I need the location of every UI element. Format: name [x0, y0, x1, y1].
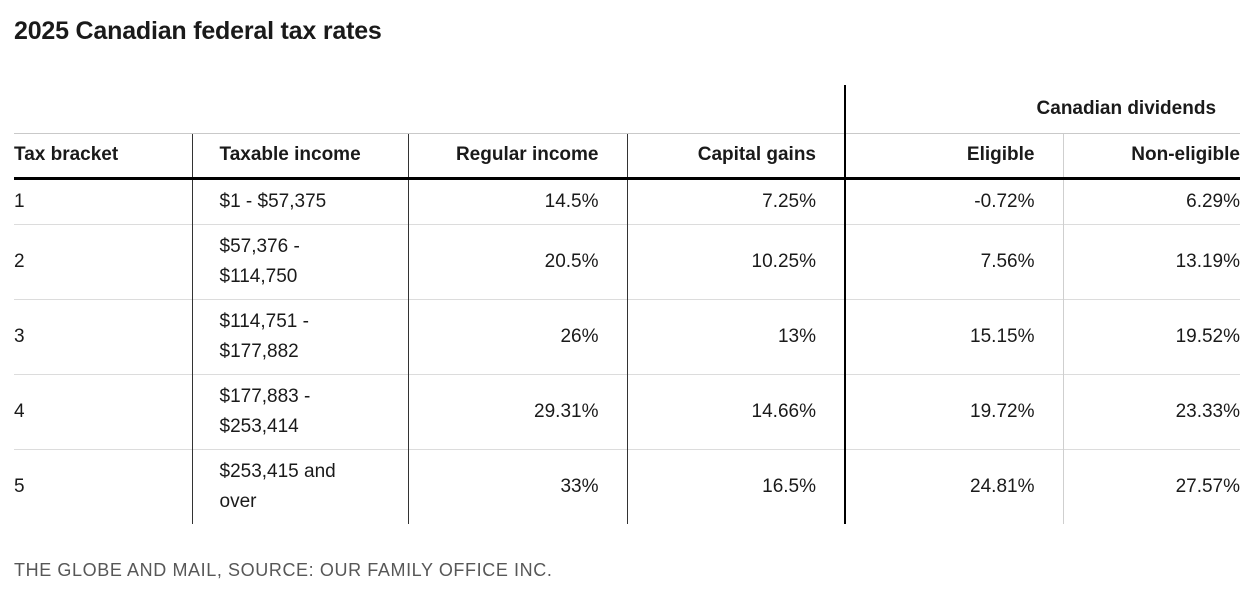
column-group-spacer — [14, 85, 845, 134]
source-attribution: THE GLOBE AND MAIL, SOURCE: OUR FAMILY O… — [14, 560, 553, 580]
cell-eligible: 7.56% — [844, 223, 1063, 299]
cell-taxable-income: $177,883 - $253,414 — [191, 373, 408, 449]
column-header-row: Tax bracket Taxable income Regular incom… — [14, 132, 1241, 180]
cell-non-eligible: 19.52% — [1062, 298, 1241, 374]
table-header: Canadian dividends Tax bracket Taxable i… — [14, 85, 1241, 180]
table-row: 1 $1 - $57,375 14.5% 7.25% -0.72% 6.29% — [14, 177, 1241, 224]
column-group-header: Canadian dividends — [843, 85, 1241, 134]
table-body: 1 $1 - $57,375 14.5% 7.25% -0.72% 6.29% … — [14, 177, 1241, 524]
cell-bracket: 5 — [14, 448, 192, 524]
cell-eligible: 15.15% — [844, 298, 1063, 374]
column-header-regular-income: Regular income — [407, 132, 627, 180]
cell-capital-gains: 7.25% — [626, 177, 845, 224]
cell-bracket: 3 — [14, 298, 192, 374]
cell-eligible: -0.72% — [844, 177, 1063, 224]
column-group-row: Canadian dividends — [14, 85, 1241, 134]
cell-capital-gains: 13% — [626, 298, 845, 374]
cell-capital-gains: 10.25% — [626, 223, 845, 299]
column-header-capital-gains: Capital gains — [626, 132, 845, 180]
cell-capital-gains: 14.66% — [626, 373, 845, 449]
cell-taxable-income: $1 - $57,375 — [191, 177, 408, 224]
cell-taxable-income: $57,376 - $114,750 — [191, 223, 408, 299]
column-header-taxable-income: Taxable income — [191, 132, 408, 180]
cell-eligible: 24.81% — [844, 448, 1063, 524]
cell-non-eligible: 23.33% — [1062, 373, 1241, 449]
cell-taxable-income: $253,415 and over — [191, 448, 408, 524]
cell-non-eligible: 27.57% — [1062, 448, 1241, 524]
cell-eligible: 19.72% — [844, 373, 1063, 449]
column-header-eligible: Eligible — [844, 132, 1063, 180]
cell-taxable-income: $114,751 - $177,882 — [191, 298, 408, 374]
cell-regular-income: 33% — [407, 448, 627, 524]
table-row: 3 $114,751 - $177,882 26% 13% 15.15% 19.… — [14, 298, 1241, 374]
column-header-non-eligible: Non-eligible — [1062, 132, 1241, 180]
cell-bracket: 2 — [14, 223, 192, 299]
chart-title: 2025 Canadian federal tax rates — [14, 17, 382, 45]
tax-rates-table: Canadian dividends Tax bracket Taxable i… — [14, 85, 1241, 524]
cell-regular-income: 26% — [407, 298, 627, 374]
cell-regular-income: 14.5% — [407, 177, 627, 224]
cell-bracket: 1 — [14, 177, 192, 224]
table-row: 5 $253,415 and over 33% 16.5% 24.81% 27.… — [14, 448, 1241, 524]
cell-regular-income: 20.5% — [407, 223, 627, 299]
table-row: 4 $177,883 - $253,414 29.31% 14.66% 19.7… — [14, 373, 1241, 449]
cell-non-eligible: 13.19% — [1062, 223, 1241, 299]
cell-capital-gains: 16.5% — [626, 448, 845, 524]
cell-regular-income: 29.31% — [407, 373, 627, 449]
cell-bracket: 4 — [14, 373, 192, 449]
column-header-tax-bracket: Tax bracket — [14, 132, 192, 180]
cell-non-eligible: 6.29% — [1062, 177, 1241, 224]
table-row: 2 $57,376 - $114,750 20.5% 10.25% 7.56% … — [14, 223, 1241, 299]
